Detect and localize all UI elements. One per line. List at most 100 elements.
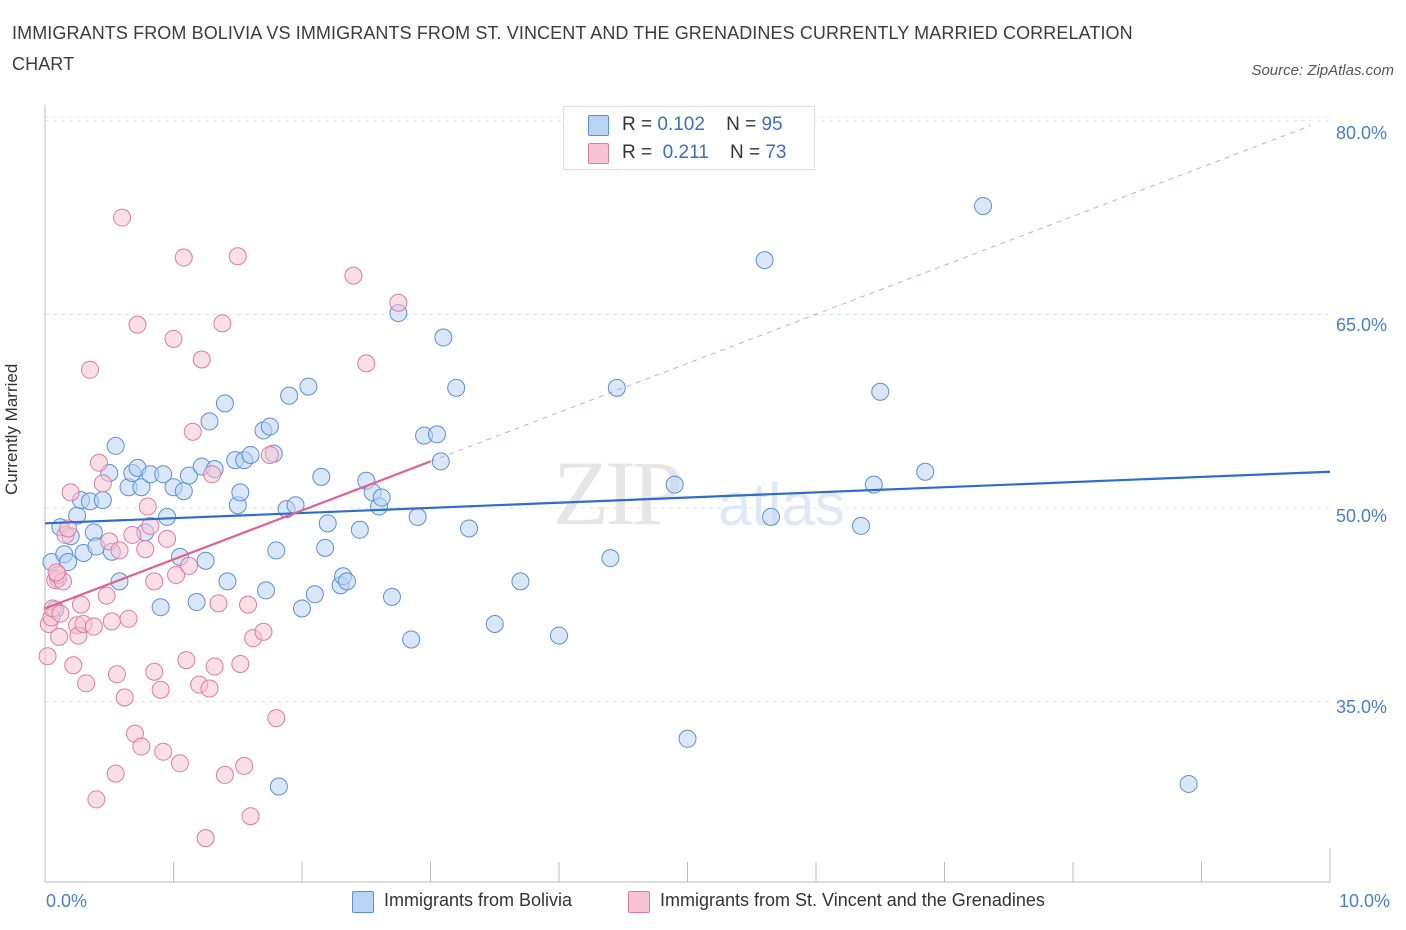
point-stvincent-67 — [389, 293, 408, 312]
point-stvincent-27 — [113, 208, 132, 227]
point-stvincent-24 — [102, 612, 121, 631]
trendline-stvincent-extension — [430, 125, 1311, 462]
point-bolivia-34 — [200, 412, 219, 431]
y-tick-label-50: 50.0% — [1336, 506, 1388, 526]
n-value-bolivia: 95 — [761, 114, 783, 135]
point-stvincent-71 — [145, 572, 164, 591]
point-bolivia-17 — [110, 572, 129, 591]
point-stvincent-70 — [107, 665, 126, 684]
point-stvincent-28 — [115, 688, 134, 707]
point-bolivia-26 — [158, 507, 177, 526]
point-bolivia-37 — [218, 572, 237, 591]
point-bolivia-71 — [427, 425, 446, 444]
point-stvincent-64 — [267, 709, 286, 728]
point-stvincent-29 — [119, 609, 138, 628]
point-bolivia-45 — [260, 417, 279, 436]
point-bolivia-57 — [318, 514, 337, 533]
point-bolivia-40 — [231, 483, 250, 502]
point-bolivia-69 — [408, 507, 427, 526]
y-tick-label-35: 35.0% — [1336, 697, 1388, 717]
point-bolivia-16 — [106, 436, 125, 455]
point-bolivia-52 — [293, 599, 311, 618]
point-bolivia-21 — [132, 478, 151, 497]
source-label: Source: ZipAtlas.com — [1251, 62, 1394, 79]
point-bolivia-24 — [151, 598, 170, 617]
point-stvincent-44 — [174, 248, 193, 267]
point-stvincent-19 — [87, 790, 106, 809]
point-stvincent-10 — [61, 483, 80, 502]
point-bolivia-53 — [299, 377, 318, 396]
point-stvincent-69 — [50, 627, 69, 646]
point-bolivia-30 — [179, 466, 198, 485]
point-stvincent-16 — [77, 674, 96, 693]
n-label: N = — [726, 114, 757, 135]
point-stvincent-22 — [97, 586, 116, 605]
point-bolivia-74 — [447, 378, 466, 397]
point-bolivia-84 — [762, 507, 781, 526]
legend-swatch-pink — [588, 143, 609, 164]
point-bolivia-77 — [511, 572, 530, 591]
point-stvincent-25 — [106, 764, 125, 783]
point-stvincent-0 — [38, 647, 57, 666]
point-stvincent-38 — [151, 680, 170, 699]
point-bolivia-79 — [601, 549, 620, 568]
trendline-stvincent — [44, 460, 431, 610]
point-stvincent-61 — [241, 807, 260, 826]
legend-swatch-blue — [352, 891, 374, 913]
point-stvincent-20 — [89, 453, 108, 472]
point-stvincent-6 — [51, 604, 70, 623]
point-bolivia-87 — [871, 382, 890, 401]
point-bolivia-44 — [257, 581, 276, 600]
point-stvincent-39 — [154, 742, 173, 761]
point-bolivia-60 — [337, 572, 356, 591]
x-tick-label-max: 10.0% — [1339, 891, 1391, 911]
point-bolivia-83 — [755, 251, 774, 270]
point-stvincent-11 — [64, 656, 83, 675]
point-stvincent-45 — [177, 651, 196, 670]
point-stvincent-21 — [93, 474, 112, 493]
point-stvincent-52 — [203, 465, 222, 484]
point-stvincent-26 — [110, 541, 129, 560]
correlation-legend: R = 0.102 N = 95 R = 0.211 N = 73 — [563, 106, 815, 170]
point-stvincent-9 — [59, 519, 78, 538]
point-bolivia-75 — [460, 519, 479, 538]
chart-title: IMMIGRANTS FROM BOLIVIA VS IMMIGRANTS FR… — [12, 23, 1133, 74]
point-stvincent-53 — [205, 657, 224, 676]
point-bolivia-68 — [402, 630, 421, 649]
point-bolivia-66 — [382, 587, 401, 606]
point-bolivia-85 — [851, 516, 870, 535]
legend-swatch-blue — [588, 115, 609, 136]
point-stvincent-57 — [228, 247, 247, 266]
point-stvincent-14 — [71, 595, 90, 614]
y-axis-title: Currently Married — [2, 363, 21, 495]
legend-item-stvincent[interactable]: Immigrants from St. Vincent and the Gren… — [628, 889, 1098, 915]
point-stvincent-60 — [239, 595, 258, 614]
point-stvincent-37 — [145, 662, 164, 681]
point-bolivia-42 — [241, 445, 260, 464]
legend-label-bolivia: Immigrants from Bolivia — [384, 890, 573, 910]
point-bolivia-54 — [305, 585, 324, 604]
point-stvincent-32 — [128, 315, 147, 334]
r-value-stvincent: 0.211 — [662, 142, 709, 163]
point-stvincent-56 — [215, 765, 234, 784]
point-stvincent-43 — [170, 754, 189, 773]
point-bolivia-56 — [316, 538, 335, 557]
y-tick-label-65: 65.0% — [1336, 315, 1388, 335]
point-stvincent-68 — [47, 563, 66, 582]
point-stvincent-47 — [183, 422, 202, 441]
point-stvincent-54 — [209, 594, 228, 613]
point-bolivia-78 — [550, 626, 568, 645]
trendline-bolivia — [44, 470, 1331, 525]
point-stvincent-17 — [80, 360, 99, 379]
point-stvincent-30 — [123, 525, 142, 544]
legend-item-bolivia[interactable]: Immigrants from Bolivia — [352, 889, 622, 915]
point-bolivia-81 — [665, 475, 684, 494]
point-stvincent-18 — [84, 617, 103, 636]
point-stvincent-34 — [136, 540, 155, 559]
r-label: R = — [622, 142, 653, 163]
legend-label-stvincent: Immigrants from St. Vincent and the Gren… — [660, 890, 1045, 910]
point-stvincent-55 — [213, 314, 232, 333]
point-bolivia-89 — [974, 196, 993, 215]
point-bolivia-55 — [312, 467, 331, 486]
point-bolivia-90 — [1179, 774, 1198, 793]
